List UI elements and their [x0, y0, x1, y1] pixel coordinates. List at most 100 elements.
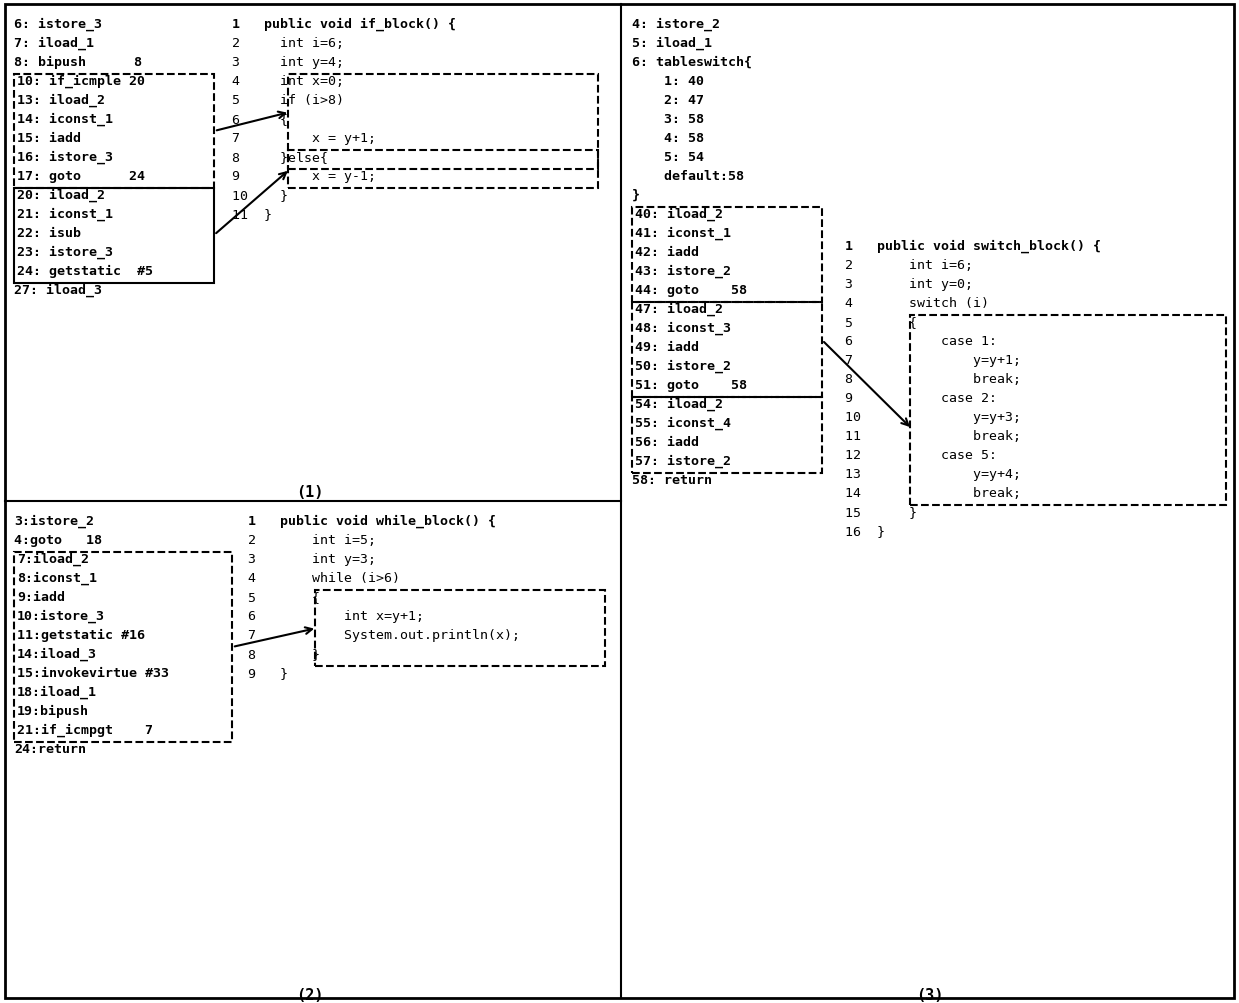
Text: 7         x = y+1;: 7 x = y+1;: [232, 131, 375, 144]
Bar: [287, 75, 598, 170]
Bar: [632, 208, 821, 303]
Text: 8               break;: 8 break;: [845, 373, 1021, 385]
Text: 4     int x=0;: 4 int x=0;: [232, 75, 344, 88]
Text: 4: istore_2: 4: istore_2: [632, 18, 720, 31]
Bar: [632, 303, 821, 397]
Text: 8     }else{: 8 }else{: [232, 150, 328, 163]
Bar: [909, 316, 1227, 506]
Text: 5     if (i>8): 5 if (i>8): [232, 94, 344, 107]
Text: 2     int i=6;: 2 int i=6;: [232, 37, 344, 50]
Text: 8: bipush      8: 8: bipush 8: [14, 56, 142, 69]
Text: 40: iload_2: 40: iload_2: [636, 208, 724, 222]
Text: 2       int i=6;: 2 int i=6;: [845, 259, 973, 272]
Text: 10:istore_3: 10:istore_3: [17, 610, 105, 623]
Bar: [14, 189, 214, 284]
Text: 15: iadd: 15: iadd: [17, 131, 81, 144]
Text: 5       {: 5 {: [845, 316, 917, 329]
Text: }: }: [632, 189, 641, 202]
Text: 11  }: 11 }: [232, 208, 273, 221]
Text: 51: goto    58: 51: goto 58: [636, 378, 747, 391]
Bar: [632, 397, 821, 473]
Text: 14: iconst_1: 14: iconst_1: [17, 113, 113, 126]
Text: 57: istore_2: 57: istore_2: [636, 454, 731, 468]
Text: 6           case 1:: 6 case 1:: [845, 335, 997, 348]
Text: 4:goto   18: 4:goto 18: [14, 534, 102, 547]
Text: 8:iconst_1: 8:iconst_1: [17, 572, 97, 585]
Text: 49: iadd: 49: iadd: [636, 341, 699, 354]
Text: 6: istore_3: 6: istore_3: [14, 18, 102, 31]
Text: 2: 47: 2: 47: [632, 94, 704, 107]
Text: 6     {: 6 {: [232, 113, 287, 125]
Text: 27: iload_3: 27: iload_3: [14, 284, 102, 297]
Text: 16  }: 16 }: [845, 525, 885, 538]
Text: 18:iload_1: 18:iload_1: [17, 685, 97, 699]
Text: (3): (3): [917, 987, 944, 1002]
Text: 6           int x=y+1;: 6 int x=y+1;: [248, 610, 424, 623]
Text: 10: if_icmple 20: 10: if_icmple 20: [17, 75, 145, 88]
Text: 4: 58: 4: 58: [632, 131, 704, 144]
Text: 9:iadd: 9:iadd: [17, 591, 64, 604]
Text: 11              break;: 11 break;: [845, 429, 1021, 442]
Text: 4       while (i>6): 4 while (i>6): [248, 572, 400, 585]
Text: 7: iload_1: 7: iload_1: [14, 37, 94, 50]
Text: 12          case 5:: 12 case 5:: [845, 448, 997, 461]
Text: (1): (1): [296, 484, 323, 499]
Text: 41: iconst_1: 41: iconst_1: [636, 227, 731, 240]
Bar: [14, 75, 214, 189]
Text: 3       int y=3;: 3 int y=3;: [248, 553, 375, 566]
Text: 15      }: 15 }: [845, 506, 917, 519]
Text: 55: iconst_4: 55: iconst_4: [636, 416, 731, 430]
Text: 2       int i=5;: 2 int i=5;: [248, 534, 375, 547]
Text: 13: iload_2: 13: iload_2: [17, 94, 105, 107]
Text: 11:getstatic #16: 11:getstatic #16: [17, 628, 145, 642]
Text: 56: iadd: 56: iadd: [636, 435, 699, 448]
Text: 3       int y=0;: 3 int y=0;: [845, 278, 973, 291]
Text: 3: 58: 3: 58: [632, 113, 704, 125]
Text: 7           System.out.println(x);: 7 System.out.println(x);: [248, 628, 520, 641]
Text: 24:return: 24:return: [14, 742, 85, 755]
Text: 23: istore_3: 23: istore_3: [17, 246, 113, 259]
Text: 5       {: 5 {: [248, 591, 320, 604]
Text: 19:bipush: 19:bipush: [17, 704, 89, 717]
Text: 15:invokevirtue #33: 15:invokevirtue #33: [17, 666, 169, 679]
Text: 9         x = y-1;: 9 x = y-1;: [232, 170, 375, 183]
Text: 10              y=y+3;: 10 y=y+3;: [845, 410, 1021, 423]
Text: 7               y=y+1;: 7 y=y+1;: [845, 354, 1021, 367]
Text: 17: goto      24: 17: goto 24: [17, 170, 145, 183]
Bar: [315, 591, 605, 666]
Text: 1: 40: 1: 40: [632, 75, 704, 88]
Text: 3     int y=4;: 3 int y=4;: [232, 56, 344, 69]
Text: 22: isub: 22: isub: [17, 227, 81, 240]
Text: 1   public void switch_block() {: 1 public void switch_block() {: [845, 240, 1101, 253]
Text: 58: return: 58: return: [632, 473, 712, 486]
Text: 3:istore_2: 3:istore_2: [14, 515, 94, 528]
Text: 5: 54: 5: 54: [632, 150, 704, 163]
Text: 13              y=y+4;: 13 y=y+4;: [845, 467, 1021, 480]
Text: 21:if_icmpgt    7: 21:if_icmpgt 7: [17, 723, 152, 736]
Text: 48: iconst_3: 48: iconst_3: [636, 322, 731, 335]
Text: 14:iload_3: 14:iload_3: [17, 647, 97, 661]
Bar: [287, 150, 598, 189]
Text: 20: iload_2: 20: iload_2: [17, 189, 105, 203]
Text: 54: iload_2: 54: iload_2: [636, 397, 724, 411]
Text: 21: iconst_1: 21: iconst_1: [17, 208, 113, 222]
Text: (2): (2): [296, 987, 323, 1002]
Text: 6: tableswitch{: 6: tableswitch{: [632, 56, 752, 69]
Text: 50: istore_2: 50: istore_2: [636, 360, 731, 373]
Text: 14              break;: 14 break;: [845, 486, 1021, 499]
Text: 7:iload_2: 7:iload_2: [17, 553, 89, 566]
Text: 8       }: 8 }: [248, 647, 320, 660]
Text: 16: istore_3: 16: istore_3: [17, 150, 113, 164]
Text: 24: getstatic  #5: 24: getstatic #5: [17, 265, 152, 278]
Text: 44: goto    58: 44: goto 58: [636, 284, 747, 297]
Text: 10    }: 10 }: [232, 189, 287, 202]
Text: 43: istore_2: 43: istore_2: [636, 265, 731, 278]
Text: 1   public void while_block() {: 1 public void while_block() {: [248, 515, 496, 528]
Text: 4       switch (i): 4 switch (i): [845, 297, 989, 310]
Text: 9           case 2:: 9 case 2:: [845, 391, 997, 404]
Bar: [14, 553, 232, 742]
Text: 1   public void if_block() {: 1 public void if_block() {: [232, 18, 456, 31]
Text: 9   }: 9 }: [248, 666, 287, 679]
Text: 5: iload_1: 5: iload_1: [632, 37, 712, 50]
Text: 47: iload_2: 47: iload_2: [636, 303, 724, 316]
